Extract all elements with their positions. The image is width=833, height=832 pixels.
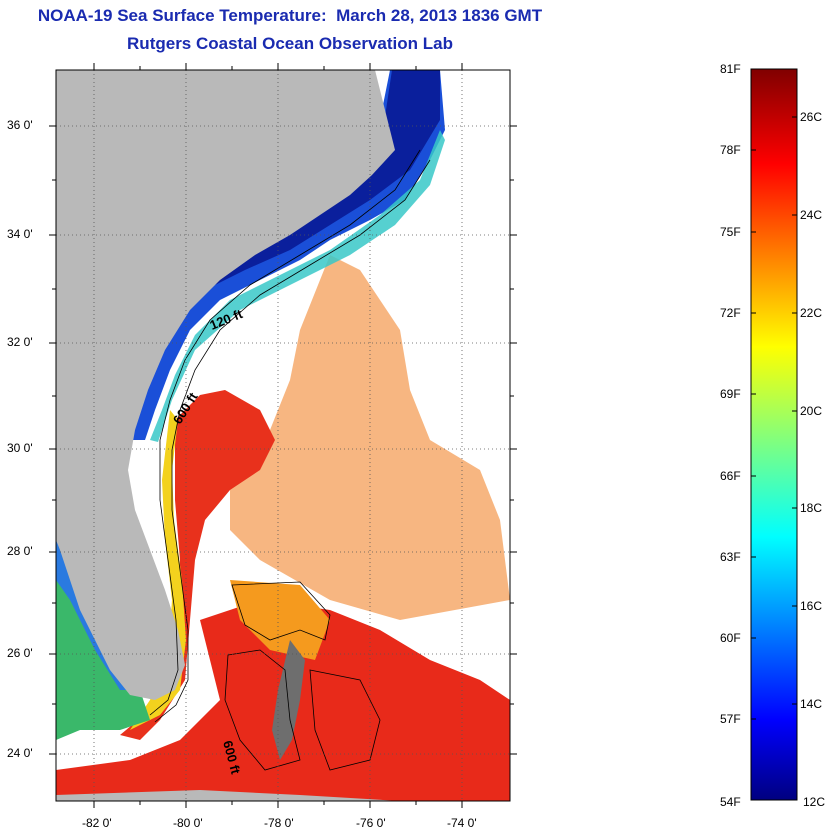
isobath-120ft [149,149,421,716]
colorbar-label-75f: 75F [720,225,741,239]
colorbar-label-78f: 78F [720,143,741,157]
bahamas-orange-patch [230,580,330,660]
map-title: NOAA-19 Sea Surface Temperature: March 2… [37,6,543,25]
colorbar-label-66f: 66F [720,469,741,483]
colorbar-ticks [751,68,797,720]
lat-label-32n: 32 0' [7,335,33,349]
lat-label-24n: 24 0' [7,746,33,760]
colorbar-label-63f: 63F [720,550,741,564]
warm-ocean-region [230,255,510,620]
colorbar-label-22c: 22C [800,306,823,320]
colorbar-label-81f: 81F [720,62,741,76]
land-cuba [56,790,400,801]
lon-label-76w: -76 0' [356,816,386,830]
bahamas-contours [224,581,381,771]
colorbar [750,68,798,801]
isobath-600ft [154,159,431,723]
colorbar-label-20c: 20C [800,404,823,418]
lat-label-26n: 26 0' [7,646,33,660]
colorbar-label-18c: 18C [800,501,823,515]
axis-ticks [49,63,517,808]
lon-label-82w: -82 0' [82,816,112,830]
land-florida-west-coast [56,470,65,500]
lat-label-34n: 34 0' [7,227,33,241]
lat-label-28n: 28 0' [7,544,33,558]
colorbar-label-24c: 24C [800,208,823,222]
gulf-stream-core [120,390,275,740]
lat-label-36n: 36 0' [7,118,33,132]
colorbar-label-16c: 16C [800,599,823,613]
colorbar-label-57f: 57F [720,712,741,726]
colorbar-label-26c: 26C [800,110,823,124]
colorbar-label-12c: 12C [803,795,826,809]
map-frame [55,69,511,802]
colorbar-label-72f: 72F [720,306,741,320]
lat-label-30n: 30 0' [7,441,33,455]
colorbar-label-69f: 69F [720,387,741,401]
map-subtitle: Rutgers Coastal Ocean Observation Lab [127,34,453,53]
lon-label-74w: -74 0' [447,816,477,830]
lon-label-80w: -80 0' [173,816,203,830]
land-southeast-us [56,70,395,700]
lon-label-78w: -78 0' [264,816,294,830]
colorbar-label-54f: 54F [720,795,741,809]
colorbar-label-60f: 60F [720,631,741,645]
colorbar-label-14c: 14C [800,697,823,711]
land-bahamas [272,640,305,760]
